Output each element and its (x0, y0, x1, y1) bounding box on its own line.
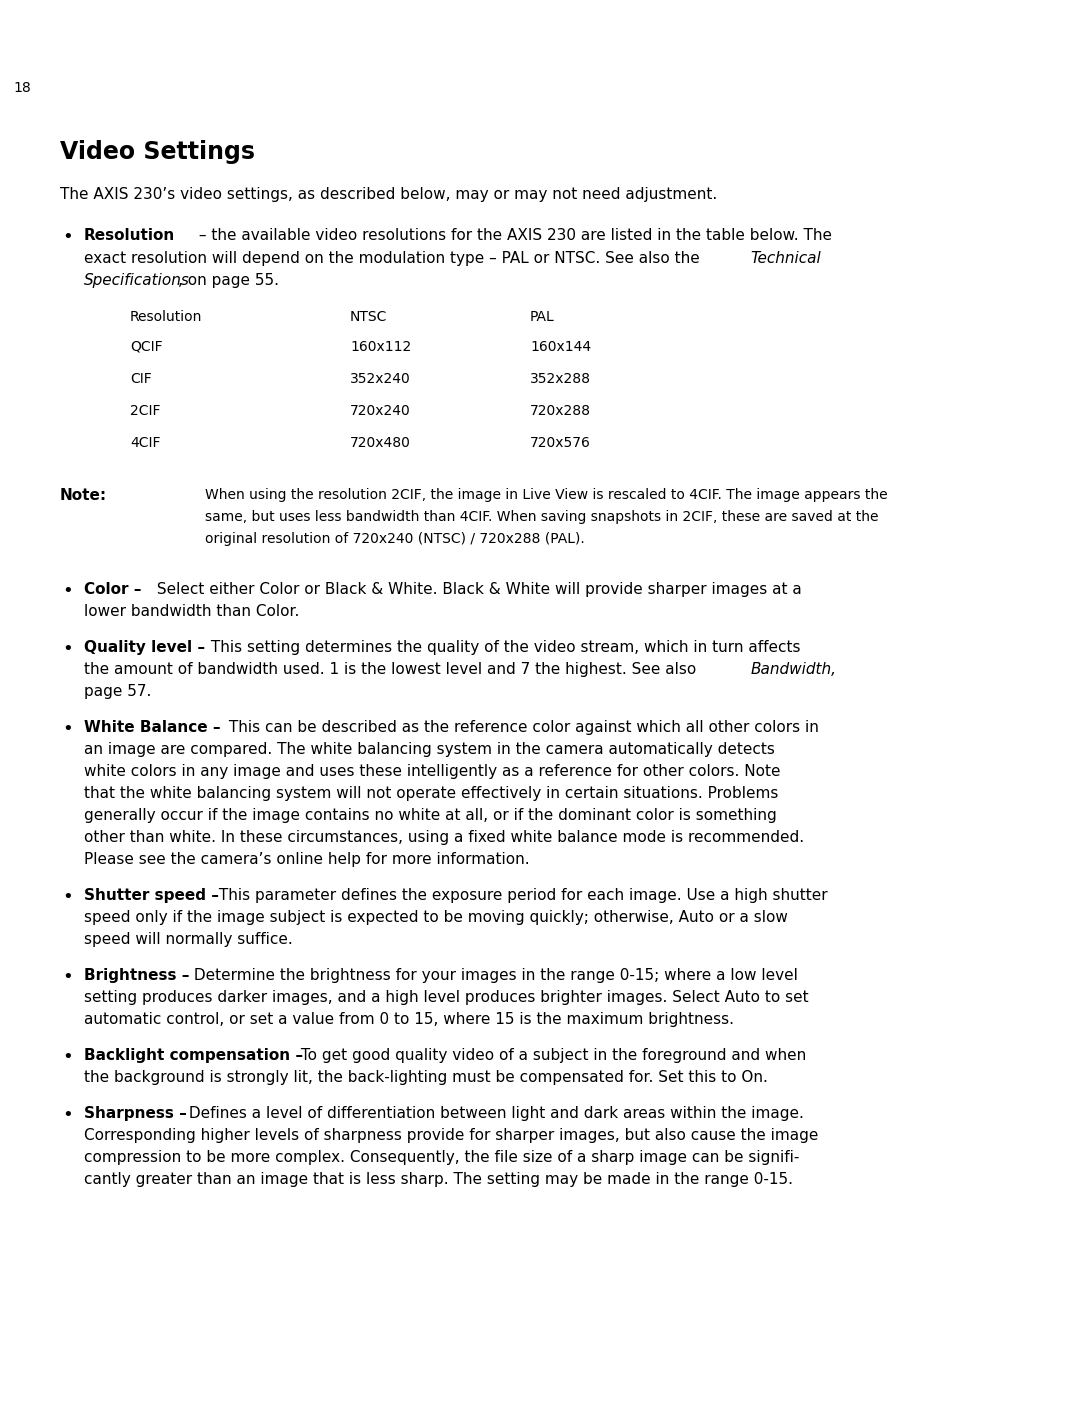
Text: •: • (62, 640, 72, 658)
Text: Resolution: Resolution (84, 228, 175, 242)
Text: setting produces darker images, and a high level produces brighter images. Selec: setting produces darker images, and a hi… (84, 990, 809, 1005)
Text: – the available video resolutions for the AXIS 230 are listed in the table below: – the available video resolutions for th… (194, 228, 832, 242)
Text: •: • (62, 581, 72, 600)
Text: •: • (62, 888, 72, 906)
Text: 352x240: 352x240 (350, 372, 410, 386)
Text: When using the resolution 2CIF, the image in Live View is rescaled to 4CIF. The : When using the resolution 2CIF, the imag… (205, 488, 888, 502)
Text: 352x288: 352x288 (530, 372, 591, 386)
Text: •: • (62, 228, 72, 245)
Text: NTSC: NTSC (350, 311, 388, 323)
Text: Defines a level of differentiation between light and dark areas within the image: Defines a level of differentiation betwe… (184, 1106, 804, 1122)
Text: CIF: CIF (130, 372, 152, 386)
Text: generally occur if the image contains no white at all, or if the dominant color : generally occur if the image contains no… (84, 808, 777, 822)
Text: QCIF: QCIF (130, 340, 163, 354)
Text: Select either Color or Black & White. Black & White will provide sharper images : Select either Color or Black & White. Bl… (152, 581, 801, 597)
Text: 720x240: 720x240 (350, 404, 410, 418)
Text: This setting determines the quality of the video stream, which in turn affects: This setting determines the quality of t… (206, 640, 800, 655)
Text: White Balance –: White Balance – (84, 720, 220, 735)
Text: exact resolution will depend on the modulation type – PAL or NTSC. See also the: exact resolution will depend on the modu… (84, 251, 704, 267)
Text: The AXIS 230’s video settings, as described below, may or may not need adjustmen: The AXIS 230’s video settings, as descri… (60, 187, 717, 201)
Text: lower bandwidth than Color.: lower bandwidth than Color. (84, 604, 299, 620)
Text: other than white. In these circumstances, using a fixed white balance mode is re: other than white. In these circumstances… (84, 830, 805, 845)
Text: 2CIF: 2CIF (130, 404, 161, 418)
Text: Resolution: Resolution (130, 311, 202, 323)
Text: 160x144: 160x144 (530, 340, 591, 354)
Text: the background is strongly lit, the back-lighting must be compensated for. Set t: the background is strongly lit, the back… (84, 1071, 768, 1085)
Text: 18: 18 (13, 81, 31, 95)
Text: Operating the AXIS 230: Operating the AXIS 230 (60, 81, 241, 95)
Text: Color –: Color – (84, 581, 141, 597)
Text: •: • (62, 1048, 72, 1066)
Text: •: • (62, 1106, 72, 1124)
Text: Quality level –: Quality level – (84, 640, 205, 655)
Text: This can be described as the reference color against which all other colors in: This can be described as the reference c… (224, 720, 819, 735)
Text: the amount of bandwidth used. 1 is the lowest level and 7 the highest. See also: the amount of bandwidth used. 1 is the l… (84, 662, 701, 676)
Text: speed only if the image subject is expected to be moving quickly; otherwise, Aut: speed only if the image subject is expec… (84, 910, 788, 925)
Text: Backlight compensation –: Backlight compensation – (84, 1048, 303, 1064)
Text: Determine the brightness for your images in the range 0-15; where a low level: Determine the brightness for your images… (189, 968, 798, 983)
Text: automatic control, or set a value from 0 to 15, where 15 is the maximum brightne: automatic control, or set a value from 0… (84, 1012, 734, 1027)
Text: 160x112: 160x112 (350, 340, 411, 354)
Text: an image are compared. The white balancing system in the camera automatically de: an image are compared. The white balanci… (84, 742, 774, 757)
Text: Bandwidth,: Bandwidth, (751, 662, 837, 676)
Text: Sharpness –: Sharpness – (84, 1106, 187, 1122)
Text: Specifications: Specifications (84, 274, 190, 288)
Text: AXIS 230: AXIS 230 (981, 81, 1050, 95)
Text: •: • (62, 968, 72, 986)
Text: •: • (62, 720, 72, 737)
Text: To get good quality video of a subject in the foreground and when: To get good quality video of a subject i… (296, 1048, 807, 1064)
Text: original resolution of 720x240 (NTSC) / 720x288 (PAL).: original resolution of 720x240 (NTSC) / … (205, 532, 584, 546)
Text: Technical: Technical (750, 251, 821, 267)
Text: PAL: PAL (530, 311, 555, 323)
Text: This parameter defines the exposure period for each image. Use a high shutter: This parameter defines the exposure peri… (214, 888, 827, 903)
Text: Note:: Note: (60, 488, 107, 503)
Text: 720x576: 720x576 (530, 435, 591, 450)
Text: cantly greater than an image that is less sharp. The setting may be made in the : cantly greater than an image that is les… (84, 1173, 793, 1187)
Text: white colors in any image and uses these intelligently as a reference for other : white colors in any image and uses these… (84, 764, 781, 778)
Text: Please see the camera’s online help for more information.: Please see the camera’s online help for … (84, 852, 529, 866)
Text: Shutter speed –: Shutter speed – (84, 888, 219, 903)
Text: 4CIF: 4CIF (130, 435, 161, 450)
Text: 720x480: 720x480 (350, 435, 410, 450)
Text: compression to be more complex. Consequently, the file size of a sharp image can: compression to be more complex. Conseque… (84, 1150, 799, 1166)
Text: Corresponding higher levels of sharpness provide for sharper images, but also ca: Corresponding higher levels of sharpness… (84, 1127, 819, 1143)
Text: page 57.: page 57. (84, 683, 151, 699)
Text: Brightness –: Brightness – (84, 968, 189, 983)
Text: speed will normally suffice.: speed will normally suffice. (84, 932, 293, 947)
Text: Video Settings: Video Settings (60, 140, 255, 164)
Text: that the white balancing system will not operate effectively in certain situatio: that the white balancing system will not… (84, 786, 779, 801)
Text: , on page 55.: , on page 55. (178, 274, 279, 288)
Text: same, but uses less bandwidth than 4CIF. When saving snapshots in 2CIF, these ar: same, but uses less bandwidth than 4CIF.… (205, 510, 878, 525)
Text: 720x288: 720x288 (530, 404, 591, 418)
